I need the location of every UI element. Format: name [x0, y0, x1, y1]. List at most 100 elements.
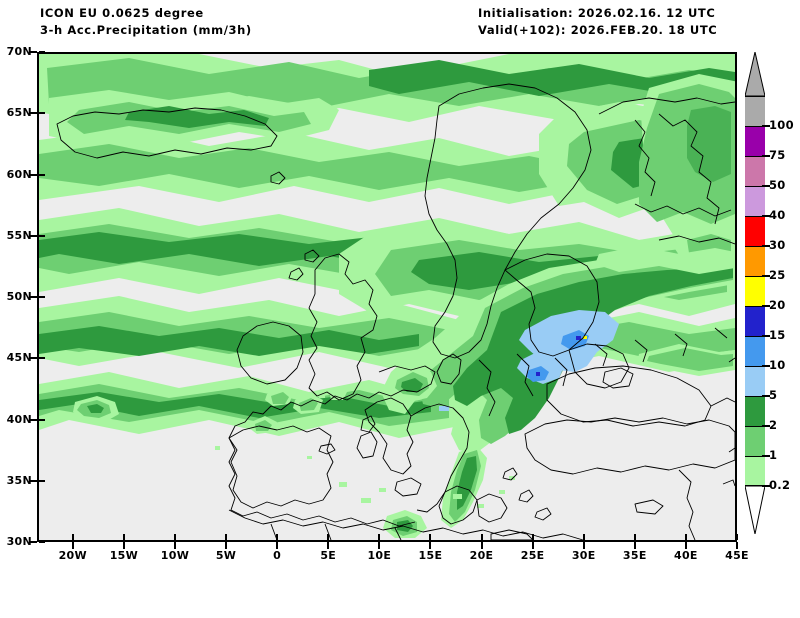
colorbar-bottom-arrow: [745, 486, 765, 534]
x-axis-inner-tick: [122, 534, 125, 540]
colorbar-tick-label: 50: [769, 178, 786, 192]
x-axis-tick-label: 10W: [160, 549, 190, 562]
x-axis-tick: [327, 542, 330, 549]
colorbar-band: [745, 426, 765, 456]
y-axis-tick-label: 45N: [6, 351, 32, 365]
y-axis-tick: [30, 479, 37, 482]
y-axis-tick-label: 65N: [6, 106, 32, 120]
y-axis-inner-tick: [39, 479, 45, 482]
coastline-overlay: [56, 83, 735, 540]
x-axis-tick: [276, 542, 279, 549]
x-axis-tick-label: 35E: [622, 549, 647, 562]
y-axis-inner-tick: [39, 296, 45, 298]
colorbar-tick: [762, 305, 770, 307]
y-axis-tick-label: 50N: [6, 290, 32, 303]
x-axis-tick: [173, 542, 176, 549]
y-axis-tick-label: 35N: [6, 473, 32, 487]
x-axis-tick: [71, 542, 74, 549]
x-axis-tick-label: 20E: [469, 549, 494, 562]
y-axis-tick: [30, 357, 37, 360]
x-axis-inner-tick: [684, 534, 687, 540]
y-axis-tick: [30, 173, 37, 176]
x-axis-inner-tick: [378, 534, 381, 540]
colorbar-tick-label: 20: [769, 298, 786, 312]
x-axis-inner-tick: [276, 534, 279, 540]
x-axis-inner-tick: [582, 534, 585, 540]
y-axis-tick: [30, 296, 37, 298]
colorbar-tick-label: 100: [769, 118, 794, 132]
x-axis-inner-tick: [633, 534, 636, 540]
colorbar-tick: [762, 215, 770, 217]
colorbar-tick-label: 75: [769, 148, 786, 162]
x-axis-tick-label: 5W: [215, 549, 237, 562]
y-axis-tick-label: 55N: [6, 228, 32, 242]
map-canvas: [39, 54, 735, 540]
colorbar-tick: [762, 245, 770, 247]
colorbar-tick: [762, 365, 770, 367]
y-axis-tick: [30, 112, 37, 115]
colorbar-tick-label: 1: [769, 448, 778, 462]
colorbar-tick-label: 40: [769, 208, 786, 222]
x-axis-tick-label: 15E: [418, 549, 443, 562]
y-axis-tick-label: 70N: [6, 45, 32, 58]
colorbar-tick-label: 15: [769, 328, 786, 342]
y-axis-inner-tick: [39, 357, 45, 360]
x-axis-tick-label: 15W: [109, 549, 139, 562]
x-axis-tick: [633, 542, 636, 549]
colorbar-tick-label: 5: [769, 388, 778, 402]
colorbar-tick: [762, 185, 770, 187]
x-axis-tick: [736, 542, 738, 549]
colorbar-band: [745, 396, 765, 426]
colorbar-band: [745, 246, 765, 276]
x-axis-inner-tick: [736, 534, 738, 540]
x-axis-tick: [429, 542, 432, 549]
x-axis-tick-label: 40E: [674, 549, 698, 562]
x-axis-tick-label: 5E: [320, 549, 337, 562]
colorbar-tick: [762, 275, 770, 277]
y-axis-tick: [30, 541, 37, 543]
y-axis-inner-tick: [39, 234, 45, 237]
y-axis-tick-label: 30N: [6, 535, 32, 548]
y-axis-tick: [30, 234, 37, 237]
y-axis-tick-label: 40N: [6, 412, 32, 426]
x-axis-tick-label: 20W: [58, 549, 87, 562]
x-axis-tick-label: 25E: [520, 549, 545, 562]
y-axis-inner-tick: [39, 418, 45, 421]
valid-time: Valid(+102): 2026.FEB.20. 18 UTC: [478, 23, 718, 37]
x-axis-inner-tick: [531, 534, 534, 540]
colorbar-tick: [762, 455, 770, 457]
x-axis-tick: [582, 542, 585, 549]
x-axis-tick: [531, 542, 534, 549]
colorbar-top-arrow: [745, 52, 765, 96]
y-axis-inner-tick: [39, 112, 45, 115]
y-axis-inner-tick: [39, 541, 45, 543]
colorbar-tick: [762, 485, 770, 487]
precipitation-map-plot: [37, 52, 737, 542]
x-axis-inner-tick: [429, 534, 432, 540]
colorbar-band: [745, 366, 765, 396]
x-axis-inner-tick: [173, 534, 176, 540]
x-axis-inner-tick: [480, 534, 483, 540]
colorbar-tick-label: 10: [769, 358, 786, 372]
y-axis-inner-tick: [39, 173, 45, 176]
x-axis-tick-label: 0: [273, 549, 282, 562]
colorbar-band: [745, 96, 765, 126]
colorbar-band: [745, 216, 765, 246]
colorbar-band: [745, 126, 765, 156]
colorbar-tick-label: 0.2: [769, 478, 791, 492]
colorbar-tick: [762, 425, 770, 427]
y-axis-tick: [30, 51, 37, 53]
colorbar: [745, 96, 765, 486]
colorbar-band: [745, 186, 765, 216]
x-axis-tick: [122, 542, 125, 549]
colorbar-tick-label: 25: [769, 268, 786, 282]
x-axis-tick: [480, 542, 483, 549]
colorbar-tick: [762, 155, 770, 157]
precipitation-field: [39, 54, 735, 538]
x-axis-tick: [225, 542, 228, 549]
model-title: ICON EU 0.0625 degree: [40, 6, 204, 20]
y-axis-tick-label: 60N: [6, 167, 32, 181]
colorbar-band: [745, 336, 765, 366]
colorbar-tick-label: 30: [769, 238, 786, 252]
colorbar-band: [745, 276, 765, 306]
